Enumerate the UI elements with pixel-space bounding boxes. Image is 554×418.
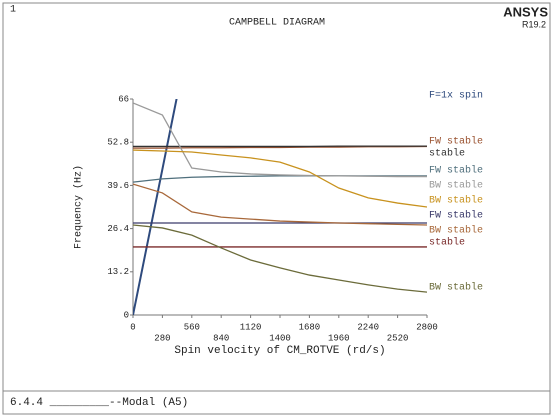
chart-title: CAMPBELL DIAGRAM xyxy=(229,18,325,29)
series-line xyxy=(133,224,427,293)
x-tick-label: 2240 xyxy=(357,322,379,332)
x-tick-label: 280 xyxy=(154,333,170,343)
series-line xyxy=(133,102,427,178)
y-tick-label: 13.2 xyxy=(107,267,129,277)
x-tick-label: 1120 xyxy=(240,322,262,332)
legend-label: stable xyxy=(429,237,465,249)
series-line xyxy=(133,183,427,226)
status-bar xyxy=(2,390,551,415)
x-tick-label: 560 xyxy=(184,322,200,332)
series-line xyxy=(133,145,427,149)
y-tick-label: 26.4 xyxy=(107,224,129,234)
x-axis-label: Spin velocity of CM_ROTVE (rd/s) xyxy=(174,345,385,357)
legend-label: BW stable xyxy=(429,225,483,237)
brand: ANSYS xyxy=(503,4,548,19)
footer: 6.4.4 _________--Modal (A5) xyxy=(10,397,188,409)
legend-label: BW stable xyxy=(429,195,483,207)
x-tick-label: 0 xyxy=(130,322,135,332)
version: R19.2 xyxy=(522,19,546,29)
y-axis-label: Frequency (Hz) xyxy=(73,165,85,249)
legend-label: BW stable xyxy=(429,180,483,192)
y-tick-label: 52.8 xyxy=(107,138,129,148)
x-tick-label: 1400 xyxy=(269,333,291,343)
legend-label: FW stable xyxy=(429,136,483,148)
x-tick-label: 2800 xyxy=(416,322,438,332)
x-tick-label: 1680 xyxy=(299,322,321,332)
x-tick-label: 840 xyxy=(213,333,229,343)
legend-label: FW stable xyxy=(429,210,483,222)
y-tick-label: 39.6 xyxy=(107,181,129,191)
series-line xyxy=(133,149,427,208)
window-number: 1 xyxy=(10,5,16,16)
legend-label: F=1x spin xyxy=(429,90,483,102)
y-tick-label: 66 xyxy=(118,94,129,104)
legend-label: BW stable xyxy=(429,282,483,294)
y-tick-label: 0 xyxy=(124,310,129,320)
legend-label: stable xyxy=(429,148,465,160)
graphics-frame xyxy=(2,2,551,392)
series-line xyxy=(133,99,178,315)
x-tick-label: 1960 xyxy=(328,333,350,343)
legend-label: FW stable xyxy=(429,165,483,177)
x-tick-label: 2520 xyxy=(387,333,409,343)
